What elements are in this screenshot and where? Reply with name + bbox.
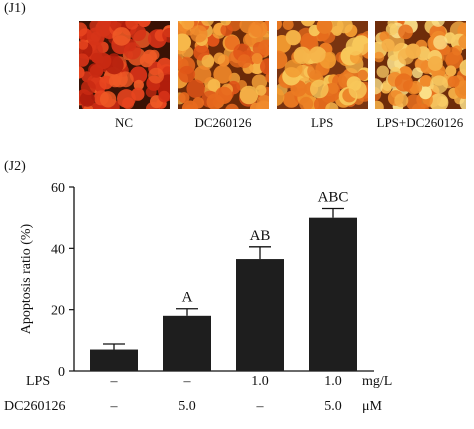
treatment-value: 5.0 [324,399,342,414]
y-tick-label: 40 [51,242,65,257]
caption-lps-dc260126: LPS+DC260126 [376,115,464,130]
treatment-value: – [183,374,192,389]
treatment-unit: μM [362,399,383,414]
y-tick-label: 0 [58,365,65,380]
treatment-unit: mg/L [362,374,392,389]
significance-label: AB [250,228,271,244]
caption-nc: NC [115,115,134,130]
significance-label: ABC [318,189,349,205]
treatment-row-label: DC260126 [4,399,65,414]
y-tick-label: 20 [51,304,65,319]
treatment-value: 1.0 [324,374,342,389]
treatment-value: 1.0 [251,374,269,389]
y-axis-label: Apoptosis ratio (%) [19,223,34,334]
treatment-value: 5.0 [178,399,196,414]
treatment-value: – [110,399,119,414]
micrograph-lps-dc260126 [375,21,466,109]
significance-label: A [182,290,193,306]
bar [163,315,211,371]
caption-lps: LPS [311,115,334,130]
treatment-value: – [110,374,119,389]
treatment-row-label: LPS [26,374,50,389]
bar [90,349,138,371]
micrograph-lps [277,21,368,109]
treatment-value: – [256,399,265,414]
apoptosis-bar-chart: 0 20 40 60 Apoptosis ratio (%) A AB ABC LPS – – 1.0… [4,181,392,414]
caption-dc260126: DC260126 [194,115,252,130]
panel-label-j1: (J1) [4,1,26,16]
panel-label-j2: (J2) [4,159,26,174]
bar [309,217,357,371]
micrograph-nc [79,21,170,109]
bar [236,259,284,371]
micrograph-dc260126 [178,21,269,109]
y-tick-label: 60 [51,181,65,196]
